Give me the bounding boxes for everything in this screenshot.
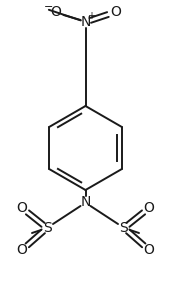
Text: O: O	[50, 5, 61, 19]
Text: O: O	[17, 201, 27, 215]
Text: O: O	[144, 201, 154, 215]
Text: +: +	[87, 11, 95, 21]
Text: S: S	[43, 221, 51, 235]
Text: N: N	[80, 195, 91, 209]
Text: O: O	[110, 5, 121, 19]
Text: O: O	[144, 243, 154, 257]
Text: S: S	[120, 221, 128, 235]
Text: −: −	[44, 2, 53, 12]
Text: N: N	[80, 15, 91, 29]
Text: O: O	[17, 243, 27, 257]
